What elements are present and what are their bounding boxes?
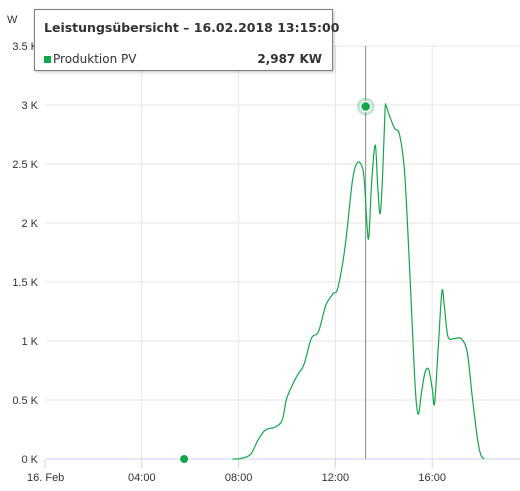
y-tick-label: 3.5 K [12, 41, 38, 53]
y-axis-unit-label: W [7, 14, 18, 26]
y-axis-tick-labels: 0 K 0.5 K 1 K 1.5 K 2 K 2.5 K 3 K 3.5 K [12, 41, 38, 466]
series-color-square-icon [44, 55, 51, 63]
y-tick-label: 3 K [21, 100, 38, 112]
x-axis-tick-labels: 16. Feb 04:00 08:00 12:00 16:00 [27, 472, 446, 484]
x-tick-label: 16. Feb [27, 472, 64, 484]
tooltip-title: Leistungsübersicht – 16.02.2018 13:15:00 [44, 20, 340, 35]
grid-lines [44, 45, 520, 468]
tooltip-value: 2,987 KW [257, 52, 322, 66]
tooltip-row: Produktion PV 2,987 KW [44, 52, 322, 66]
x-tick-label: 12:00 [322, 472, 350, 484]
hover-point[interactable] [359, 100, 372, 113]
y-tick-label: 0.5 K [12, 395, 38, 407]
x-tick-label: 08:00 [225, 472, 253, 484]
y-tick-label: 1 K [21, 336, 38, 348]
tooltip-series-name: Produktion PV [53, 52, 137, 66]
tooltip: Leistungsübersicht – 16.02.2018 13:15:00… [34, 9, 339, 71]
y-tick-label: 1.5 K [12, 277, 38, 289]
x-tick-label: 04:00 [128, 472, 156, 484]
y-tick-label: 0 K [21, 454, 38, 466]
y-tick-label: 2.5 K [12, 159, 38, 171]
series-line-produktion-pv[interactable] [232, 103, 485, 460]
data-point-isolated[interactable] [180, 455, 189, 463]
x-tick-label: 16:00 [418, 472, 446, 484]
y-tick-label: 2 K [21, 218, 38, 230]
